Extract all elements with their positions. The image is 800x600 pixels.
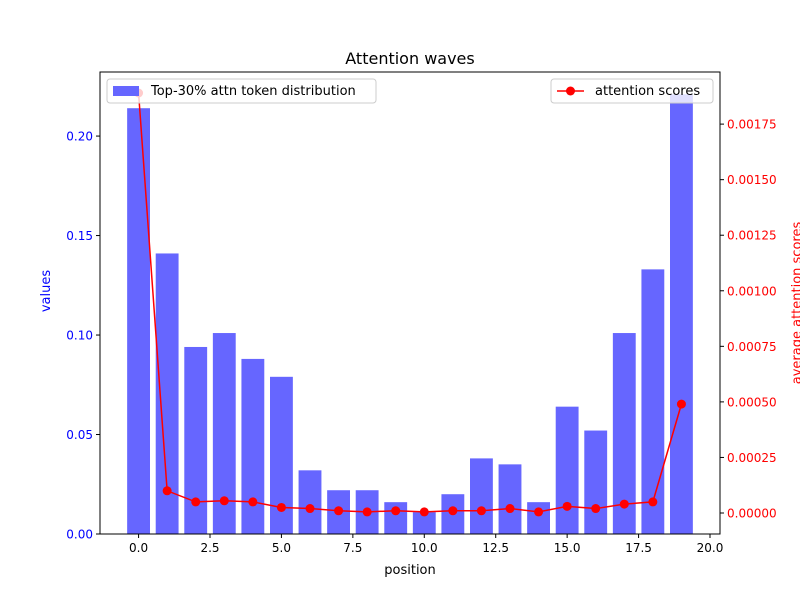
- y-right-tick-label: 0.00050: [727, 395, 777, 409]
- legend-bars: Top-30% attn token distribution: [106, 78, 377, 104]
- y-right-tick-label: 0.00000: [727, 507, 777, 521]
- line-point: [334, 506, 344, 516]
- x-tick-label: 17.5: [625, 541, 652, 555]
- line-point: [419, 507, 429, 517]
- x-tick-label: 20.0: [697, 541, 724, 555]
- bar: [127, 108, 150, 534]
- line-point: [591, 504, 601, 514]
- line-point: [505, 504, 515, 514]
- y-axis-right-label: average attention scores: [790, 222, 800, 385]
- y-left-tick-label: 0.20: [66, 130, 93, 144]
- y-left-tick-label: 0.10: [66, 329, 93, 343]
- bar: [212, 333, 236, 534]
- line-point: [391, 506, 401, 516]
- x-tick-label: 0.0: [129, 541, 148, 555]
- line-point: [362, 507, 372, 517]
- bar-series: [127, 94, 693, 534]
- bar: [384, 502, 408, 534]
- legend-line: attention scores: [550, 78, 714, 104]
- line-point: [219, 496, 229, 506]
- legend-line-frame: [550, 78, 714, 104]
- line-point: [248, 497, 258, 507]
- y-axis-right: 0.00000 0.00025 0.00050 0.00075 0.00100 0.001…: [720, 118, 777, 521]
- line-point: [562, 501, 572, 511]
- y-left-tick-label: 0.00: [66, 528, 93, 542]
- chart-title: Attention waves: [345, 49, 474, 68]
- y-left-tick-label: 0.05: [66, 428, 93, 442]
- y-axis-left-label: values: [39, 270, 54, 313]
- line-point: [305, 504, 315, 514]
- bar: [555, 406, 579, 534]
- y-right-tick-label: 0.00125: [727, 229, 777, 243]
- x-tick-label: 12.5: [482, 541, 509, 555]
- x-tick-label: 5.0: [272, 541, 291, 555]
- legend-bars-label: Top-30% attn token distribution: [150, 84, 356, 99]
- y-right-tick-label: 0.00100: [727, 284, 777, 298]
- x-axis-label: position: [384, 563, 436, 578]
- bar: [470, 458, 493, 534]
- legend-bars-swatch: [113, 86, 139, 96]
- plot-frame: [99, 71, 721, 535]
- line-point: [648, 497, 658, 507]
- y-left-tick-label: 0.15: [66, 229, 93, 243]
- bar: [612, 333, 636, 534]
- attention-line: [137, 92, 683, 513]
- line-point: [162, 486, 172, 496]
- bar: [498, 464, 522, 534]
- y-axis-left: 0.00 0.05 0.10 0.15 0.20: [66, 130, 100, 542]
- x-axis: 0.0 2.5 5.0 7.5 10.0 12.5 15.0 17.5 20.0: [129, 534, 723, 555]
- x-tick-label: 2.5: [200, 541, 219, 555]
- line-point: [619, 499, 629, 509]
- bar: [641, 269, 665, 534]
- bar: [527, 502, 550, 534]
- y-right-tick-label: 0.00150: [727, 173, 777, 187]
- y-right-tick-label: 0.00025: [727, 451, 777, 465]
- x-tick-label: 15.0: [554, 541, 581, 555]
- bar: [412, 512, 436, 534]
- line-point: [191, 497, 201, 507]
- bar: [241, 358, 265, 534]
- line-point: [476, 506, 486, 516]
- bar: [670, 94, 693, 534]
- line-point: [676, 399, 686, 409]
- line-point: [534, 507, 544, 517]
- line-point: [276, 502, 286, 512]
- bar: [298, 470, 322, 534]
- bar: [184, 346, 208, 534]
- legend-line-label: attention scores: [595, 84, 700, 99]
- legend-line-marker: [566, 86, 575, 96]
- line-series: [134, 88, 686, 517]
- line-point: [448, 506, 458, 516]
- bar: [270, 376, 293, 534]
- legend-bars-frame: [106, 78, 377, 104]
- y-right-tick-label: 0.00075: [727, 340, 777, 354]
- x-tick-label: 10.0: [411, 541, 438, 555]
- y-right-tick-label: 0.00175: [727, 118, 777, 132]
- bar: [155, 253, 179, 534]
- bar: [584, 430, 608, 534]
- x-tick-label: 7.5: [343, 541, 362, 555]
